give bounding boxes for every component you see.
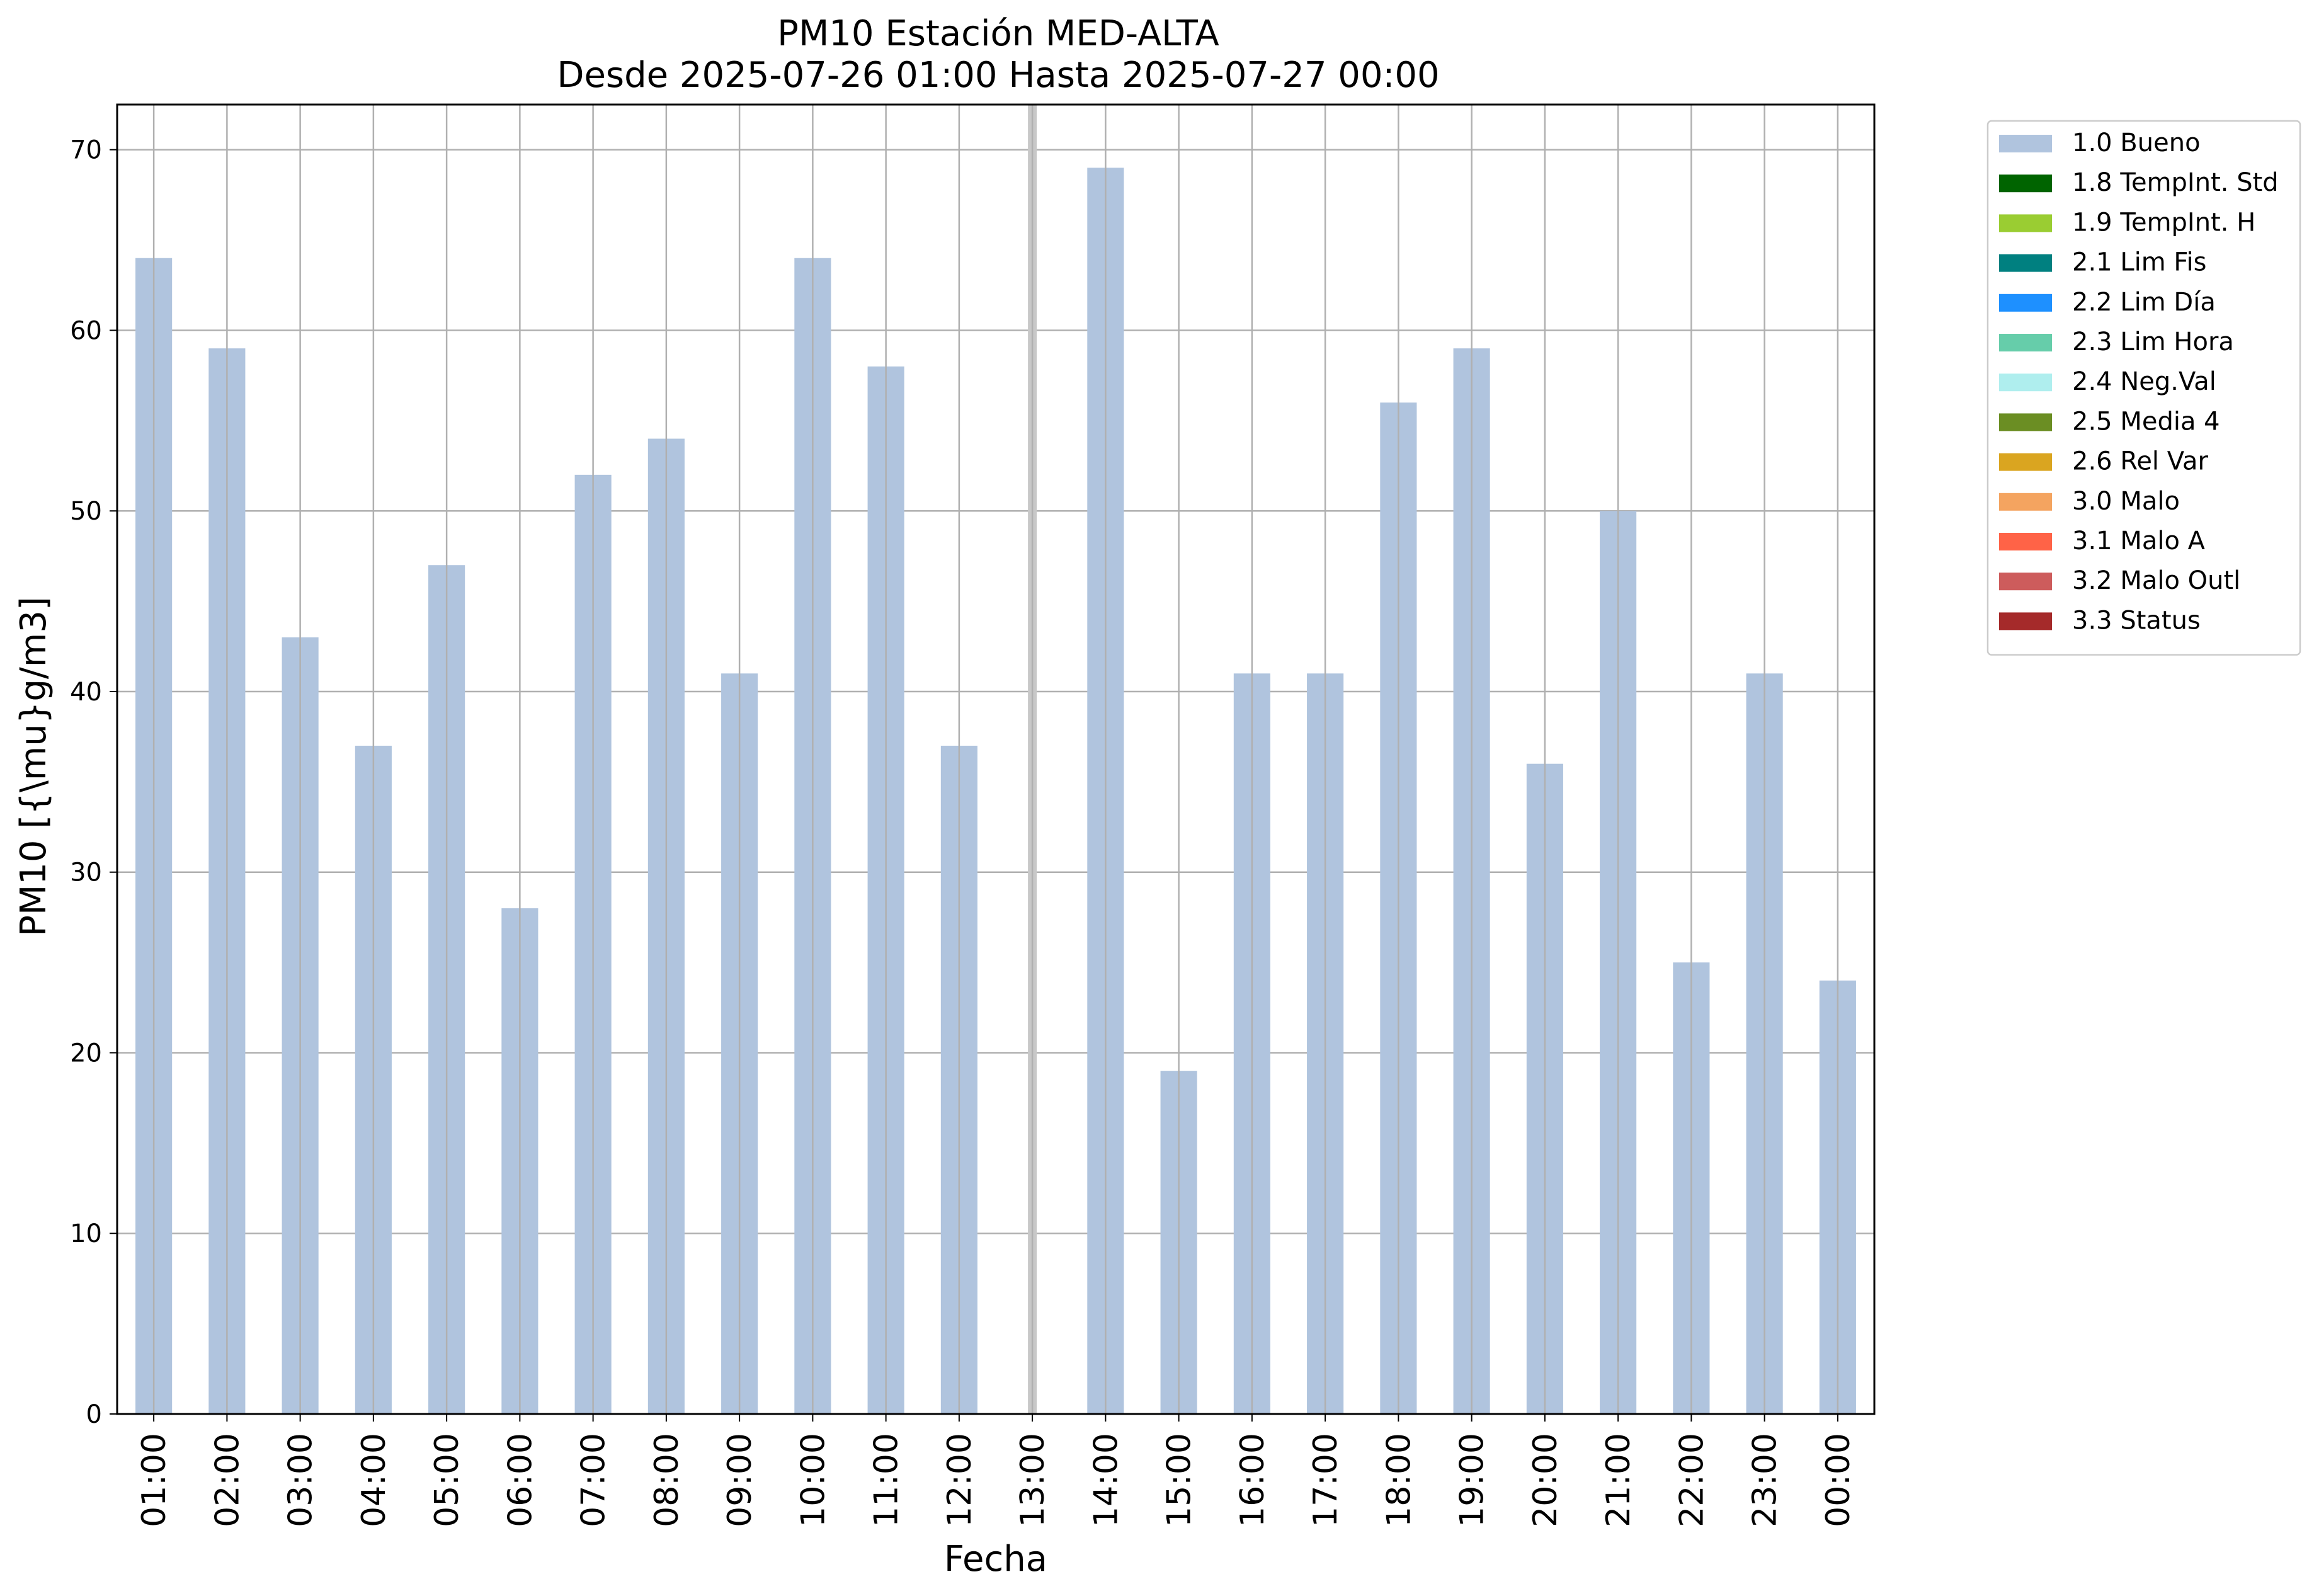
x-tick-label: 21:00 (1600, 1433, 1638, 1527)
x-tick-label: 03:00 (282, 1433, 320, 1527)
legend-swatch (1999, 174, 2052, 193)
legend-swatch (1999, 413, 2052, 431)
x-tick-label: 17:00 (1307, 1433, 1345, 1527)
x-tick-label: 11:00 (868, 1433, 906, 1527)
grid-lines (117, 149, 1874, 1415)
x-tick-label: 13:00 (1014, 1433, 1052, 1527)
x-tick-label: 20:00 (1527, 1433, 1564, 1527)
legend: 1.0 Bueno 1.8 TempInt. Std 1.9 TempInt. H 2… (1986, 120, 2301, 656)
y-tick-label: 50 (70, 497, 102, 526)
legend-swatch (1999, 294, 2052, 312)
y-axis-label: PM10 [{\mu}g/m3] (13, 596, 54, 937)
y-tick-label: 70 (70, 136, 102, 165)
legend-label: 2.6 Rel Var (2072, 447, 2209, 476)
x-tick-label: 06:00 (501, 1433, 539, 1527)
legend-label: 3.1 Malo A (2072, 527, 2206, 556)
x-tick-label: 14:00 (1087, 1433, 1125, 1527)
legend-swatch (1999, 573, 2052, 591)
y-tick-label: 0 (86, 1400, 102, 1429)
legend-box (1986, 120, 2301, 656)
x-tick-label: 18:00 (1380, 1433, 1418, 1527)
x-tick-label: 10:00 (794, 1433, 832, 1527)
legend-label: 1.9 TempInt. H (2072, 208, 2255, 237)
legend-label: 2.4 Neg.Val (2072, 367, 2216, 396)
x-tick-label: 01:00 (135, 1433, 173, 1527)
legend-label: 3.3 Status (2072, 606, 2201, 635)
x-tick-label: 08:00 (648, 1433, 686, 1527)
x-tick-label: 12:00 (941, 1433, 979, 1527)
legend-label: 1.8 TempInt. Std (2072, 168, 2279, 197)
x-tick-label: 23:00 (1746, 1433, 1784, 1527)
legend-swatch (1999, 214, 2052, 232)
legend-swatch (1999, 254, 2052, 272)
legend-swatch (1999, 533, 2052, 550)
y-tick-label: 20 (70, 1039, 102, 1068)
plot-frame (116, 103, 1876, 1415)
x-tick-label: 09:00 (721, 1433, 759, 1527)
y-tick-label: 30 (70, 858, 102, 887)
legend-label: 2.5 Media 4 (2072, 407, 2220, 436)
legend-label: 2.2 Lim Día (2072, 288, 2216, 317)
x-tick-label: 16:00 (1234, 1433, 1272, 1527)
bars (135, 105, 1856, 1415)
legend-label: 2.1 Lim Fis (2072, 248, 2206, 277)
legend-label: 3.2 Malo Outl (2072, 566, 2240, 595)
y-tick-label: 60 (70, 316, 102, 345)
legend-swatch (1999, 612, 2052, 630)
legend-swatch (1999, 334, 2052, 351)
legend-swatch (1999, 135, 2052, 152)
legend-label: 1.0 Bueno (2072, 128, 2201, 157)
x-tick-label: 02:00 (208, 1433, 246, 1527)
legend-swatch (1999, 493, 2052, 511)
x-tick-label: 07:00 (575, 1433, 613, 1527)
x-tick-label: 04:00 (355, 1433, 393, 1527)
chart-title: PM10 Estación MED-ALTA (777, 13, 1219, 54)
chart-subtitle: Desde 2025-07-26 01:00 Hasta 2025-07-27 … (557, 55, 1439, 96)
legend-label: 3.0 Malo (2072, 487, 2180, 516)
axes: 0 10 20 30 40 50 60 70 01:00 02:00 03:00 04:00 05:00… (70, 103, 1876, 1527)
y-tick-label: 40 (70, 678, 102, 707)
legend-label: 2.3 Lim Hora (2072, 328, 2234, 356)
x-tick-label: 00:00 (1820, 1433, 1857, 1527)
x-tick-label: 22:00 (1673, 1433, 1711, 1527)
y-tick-label: 10 (70, 1219, 102, 1248)
legend-swatch (1999, 453, 2052, 471)
x-tick-label: 15:00 (1161, 1433, 1199, 1527)
x-axis-label: Fecha (944, 1539, 1047, 1580)
x-tick-label: 19:00 (1454, 1433, 1491, 1527)
legend-swatch (1999, 373, 2052, 392)
x-tick-label: 05:00 (428, 1433, 466, 1527)
